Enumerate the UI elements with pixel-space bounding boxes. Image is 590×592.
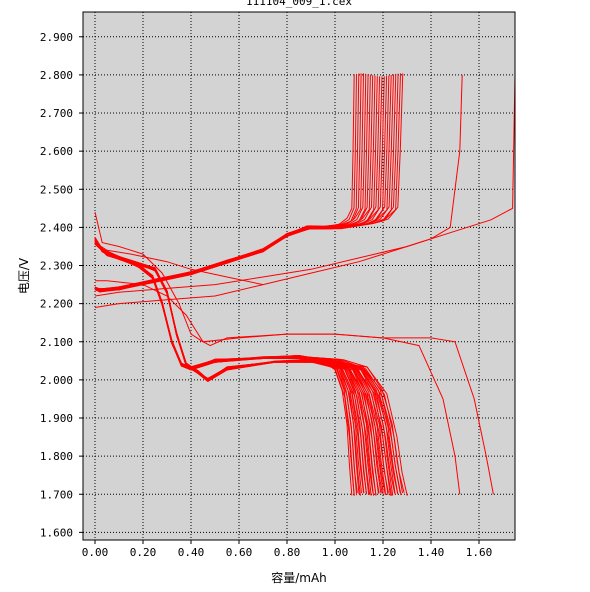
y-tick-label: 1.900 — [40, 412, 73, 425]
series-group — [94, 73, 516, 496]
x-tick-label: 0.20 — [130, 546, 157, 559]
x-axis: 0.00 0.20 0.40 0.60 0.80 1.00 1.20 1.40 1.60 — [82, 540, 493, 559]
y-tick-label: 1.600 — [40, 526, 73, 539]
y-tick-label: 2.700 — [40, 107, 73, 120]
charge-cycle-band-line — [94, 73, 404, 292]
y-tick-label: 1.700 — [40, 488, 73, 501]
y-tick-label: 2.500 — [40, 183, 73, 196]
x-tick-label: 1.00 — [322, 546, 349, 559]
grid — [83, 12, 515, 540]
chart-title: 111104_009_1.cex — [246, 0, 352, 8]
discharge-cycle-band-2-line — [94, 243, 408, 496]
charge-early-2-line — [94, 74, 516, 308]
charge-early-line — [94, 74, 463, 297]
discharge-cycle-band-line — [94, 239, 403, 494]
y-tick-label: 2.900 — [40, 31, 73, 44]
x-axis-title: 容量/mAh — [271, 570, 327, 585]
y-tick-label: 2.200 — [40, 298, 73, 311]
plot-frame — [82, 11, 516, 541]
discharge-early-2-line — [95, 280, 494, 495]
x-tick-label: 0.80 — [274, 546, 301, 559]
y-tick-label: 2.300 — [40, 260, 73, 273]
charge-cycle-band-line — [94, 73, 399, 293]
y-tick-label: 2.100 — [40, 336, 73, 349]
y-tick-label: 1.800 — [40, 450, 73, 463]
x-tick-label: 1.40 — [418, 546, 445, 559]
x-tick-label: 1.20 — [370, 546, 397, 559]
charge-cycle-band-line — [94, 73, 401, 291]
x-tick-label: 0.40 — [178, 546, 205, 559]
y-tick-label: 2.400 — [40, 221, 73, 234]
y-tick-label: 2.600 — [40, 145, 73, 158]
y-tick-label: 2.000 — [40, 374, 73, 387]
x-tick-label: 0.00 — [82, 546, 109, 559]
y-axis: 1.600 1.700 1.800 1.900 2.000 2.100 2.200 2.300… — [40, 31, 83, 539]
x-tick-label: 1.60 — [466, 546, 493, 559]
discharge-cycle-band-2-line — [94, 240, 402, 496]
x-tick-label: 0.60 — [226, 546, 253, 559]
y-axis-title: 电压/V — [17, 257, 31, 294]
discharge-early-line — [94, 211, 461, 495]
y-tick-label: 2.800 — [40, 69, 73, 82]
charge-early-3-line — [94, 242, 264, 286]
